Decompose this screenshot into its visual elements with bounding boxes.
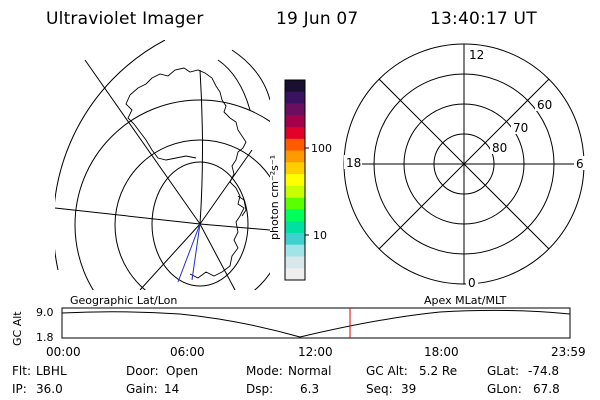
- timeline-x-tick: 06:00: [170, 345, 205, 359]
- label-bg: [490, 140, 508, 154]
- timeline-left-title: Geographic Lat/Lon: [70, 294, 178, 307]
- timeline-right-title: Apex MLat/MLT: [424, 294, 507, 307]
- color-scale-tick-label: 100: [311, 142, 332, 155]
- color-scale-tick-label: 10: [313, 229, 327, 242]
- status-glon-label: GLon:: [487, 382, 522, 396]
- timeline-y-tick: 9.0: [36, 306, 54, 319]
- instrument-title: Ultraviolet Imager: [46, 9, 204, 29]
- altitude-curve: [61, 309, 571, 338]
- polar-label-0: 0: [468, 276, 476, 290]
- status-ip-value: 36.0: [36, 382, 63, 396]
- polar-lat-label-80: 80: [492, 141, 507, 155]
- color-scale-swatch: [285, 174, 305, 187]
- edge-arc: [217, 59, 251, 111]
- status-glat-value: -74.8: [528, 364, 560, 378]
- status-gain-value: 14: [164, 382, 180, 396]
- status-mode-value: Normal: [288, 364, 332, 378]
- status-filter-label: Flt:: [12, 364, 31, 378]
- polar-lat-label-60: 60: [537, 98, 552, 112]
- color-scale-swatch: [285, 221, 305, 234]
- latitude-circle: [151, 161, 249, 287]
- status-glon-value: 67.8: [533, 382, 560, 396]
- polar-lat-label-70: 70: [513, 121, 528, 135]
- latitude-circle: [74, 99, 270, 290]
- status-mode-label: Mode:: [246, 364, 283, 378]
- longitude-line: [139, 223, 201, 290]
- longitude-line: [199, 223, 236, 290]
- status-filter-value: LBHL: [36, 364, 67, 378]
- timeline-frame: [61, 307, 571, 339]
- label-bg: [535, 97, 553, 111]
- color-scale-swatch: [285, 103, 305, 116]
- footprint-track: [191, 223, 201, 281]
- timeline-x-tick: 12:00: [298, 345, 333, 359]
- status-gcalt-value: 5.2 Re: [419, 364, 458, 378]
- longitude-line: [199, 223, 270, 231]
- status-dsp-value: 6.3: [300, 382, 320, 396]
- color-scale-swatch: [285, 115, 305, 128]
- longitude-line: [55, 207, 201, 225]
- status-seq-label: Seq:: [366, 382, 393, 396]
- status-door-label: Door:: [126, 364, 159, 378]
- status-gain-label: Gain:: [126, 382, 158, 396]
- label-bg: [466, 276, 478, 288]
- timeline-y-tick: 1.8: [36, 331, 54, 344]
- color-scale-swatch: [285, 197, 305, 210]
- color-scale-swatch: [285, 209, 305, 222]
- polar-label-6: 6: [576, 157, 584, 171]
- timeline-x-tick: 18:00: [424, 345, 459, 359]
- longitude-line: [199, 69, 203, 225]
- polar-label-18: 18: [346, 156, 361, 170]
- timeline-x-tick: 00:00: [46, 345, 81, 359]
- polar-label-12: 12: [469, 48, 484, 62]
- color-scale-swatch: [285, 127, 305, 140]
- footprint-track: [177, 223, 201, 283]
- status-gcalt-label: GC Alt:: [366, 364, 408, 378]
- status-dsp-label: Dsp:: [246, 382, 274, 396]
- color-scale-swatch: [285, 138, 305, 152]
- longitude-line: [199, 149, 253, 225]
- observation-time: 13:40:17 UT: [430, 9, 537, 29]
- color-scale-swatch: [285, 256, 305, 269]
- label-bg: [574, 156, 586, 170]
- label-bg: [467, 47, 483, 61]
- color-scale-swatch: [285, 268, 305, 281]
- color-scale-unit: photon cm⁻²s⁻¹: [268, 155, 281, 240]
- color-scale-swatch: [285, 162, 305, 175]
- timeline-x-tick: 23:59: [551, 345, 586, 359]
- latitude-circle: [114, 139, 270, 290]
- color-scale-swatch: [285, 244, 305, 257]
- color-scale-frame: [284, 79, 306, 281]
- color-scale-swatch: [285, 91, 305, 105]
- observation-date: 19 Jun 07: [276, 9, 359, 29]
- status-door-value: Open: [166, 364, 199, 378]
- timeline-axis-title: GC Alt: [11, 311, 24, 346]
- longitude-line: [84, 59, 201, 225]
- color-scale-swatch: [285, 150, 305, 163]
- label-bg: [511, 120, 529, 134]
- coastline: [125, 94, 197, 161]
- color-scale-swatch: [285, 232, 305, 246]
- coastline: [237, 195, 247, 217]
- label-bg: [344, 155, 362, 169]
- status-seq-value: 39: [401, 382, 417, 396]
- color-scale-swatches: [285, 80, 305, 281]
- polar-diagonal: [378, 78, 550, 250]
- edge-arc: [231, 49, 270, 101]
- horizon-arc: [55, 40, 166, 271]
- status-glat-label: GLat:: [487, 364, 520, 378]
- coastline: [129, 67, 247, 279]
- color-scale-swatch: [285, 185, 305, 199]
- status-ip-label: IP:: [12, 382, 27, 396]
- color-scale-swatch: [285, 80, 305, 93]
